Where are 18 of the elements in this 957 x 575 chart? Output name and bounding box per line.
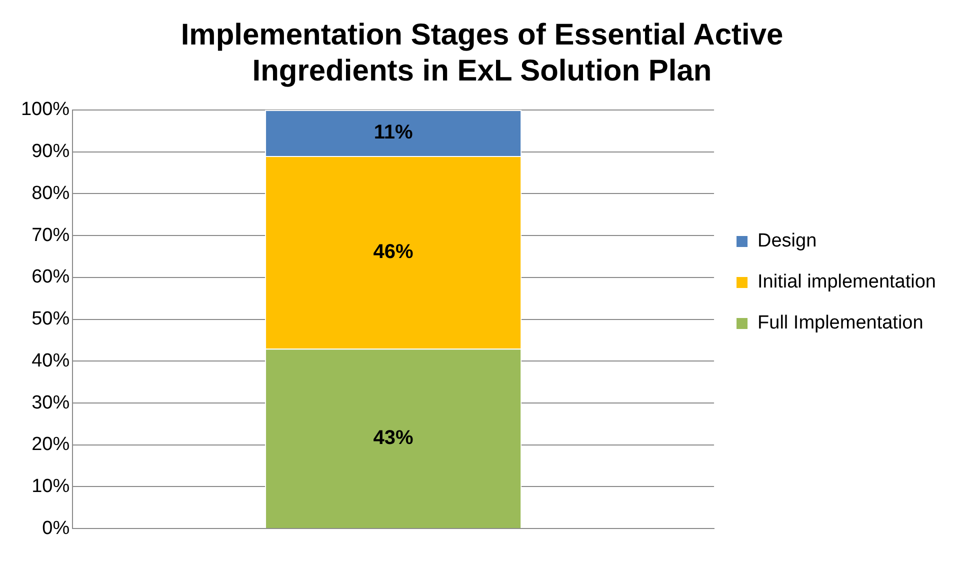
data-label: 43%: [373, 426, 414, 449]
legend-label: Full Implementation: [758, 312, 924, 334]
y-tick-label: 50%: [32, 308, 70, 330]
data-label: 46%: [373, 240, 414, 263]
y-tick-label: 90%: [32, 141, 70, 162]
y-tick-label: 30%: [32, 392, 70, 414]
y-tick-label: 60%: [32, 266, 70, 288]
y-tick-label: 100%: [20, 99, 70, 120]
y-tick-label: 40%: [32, 350, 70, 372]
legend-label: Design: [758, 230, 817, 252]
y-tick-label: 80%: [32, 182, 70, 204]
chart-title: Implementation Stages of Essential Active Ingredients in ExL Solution Plan: [180, 18, 784, 88]
legend-label: Initial implementation: [758, 272, 936, 293]
y-tick-label: 0%: [42, 518, 70, 539]
data-label: 11%: [374, 122, 413, 144]
y-tick-label: 70%: [32, 224, 70, 246]
y-tick-label: 20%: [32, 434, 70, 456]
y-tick-label: 10%: [32, 476, 70, 497]
